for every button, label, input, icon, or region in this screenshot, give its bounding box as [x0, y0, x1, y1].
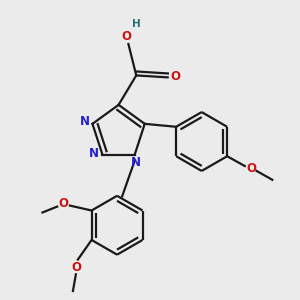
Text: H: H — [132, 20, 141, 29]
Text: O: O — [71, 261, 81, 274]
Text: O: O — [170, 70, 181, 83]
Text: O: O — [58, 197, 68, 210]
Text: N: N — [131, 156, 141, 169]
Text: N: N — [88, 147, 99, 160]
Text: O: O — [122, 30, 131, 43]
Text: O: O — [247, 163, 257, 176]
Text: N: N — [80, 116, 90, 128]
